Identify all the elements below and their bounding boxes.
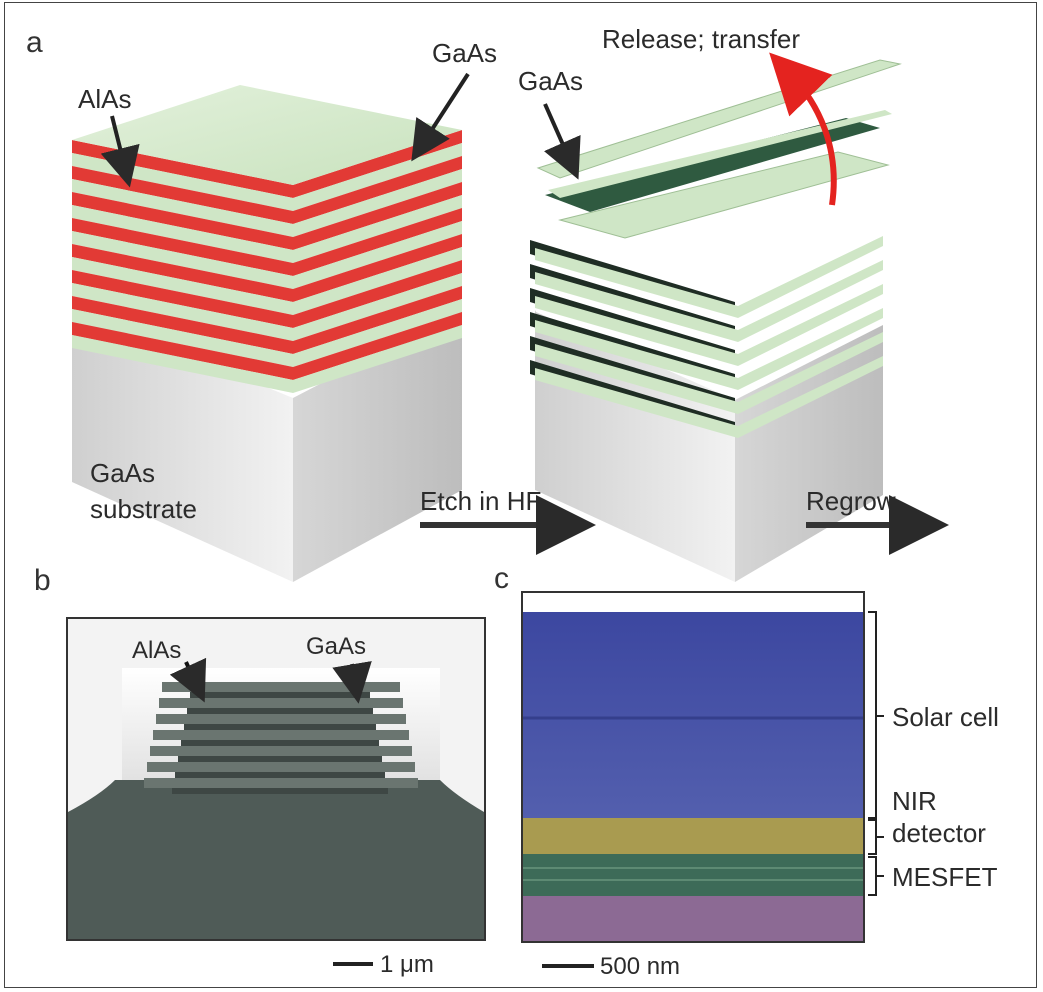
panel-b-letter: b bbox=[34, 564, 51, 597]
left-layer-side bbox=[293, 195, 462, 263]
right-sheet bbox=[535, 356, 883, 438]
left-layer-front bbox=[72, 283, 293, 341]
left-layer-front bbox=[72, 296, 293, 354]
left-layer-side bbox=[293, 273, 462, 341]
label-etch: Etch in HF bbox=[420, 486, 541, 516]
bracket-solar bbox=[868, 611, 884, 819]
sem-gaas-layer bbox=[156, 714, 406, 724]
panel-c-letter: c bbox=[494, 562, 509, 595]
lifted-sheet-2 bbox=[548, 110, 892, 198]
left-layer-side bbox=[293, 299, 462, 367]
right-sheet bbox=[535, 260, 883, 342]
left-layer-side bbox=[293, 156, 462, 224]
sem-base bbox=[68, 780, 484, 939]
label-regrow: Regrow bbox=[806, 486, 896, 516]
sem-alas-layer bbox=[184, 724, 376, 730]
label-substrate-2: substrate bbox=[90, 494, 197, 524]
left-layer-front bbox=[72, 322, 293, 380]
left-layer-side bbox=[293, 182, 462, 250]
lifted-sheet-3 bbox=[558, 151, 890, 239]
label-nir-2: detector bbox=[892, 818, 986, 848]
bracket-nir bbox=[868, 819, 884, 855]
layer-solar bbox=[523, 612, 863, 818]
left-layer-side bbox=[293, 234, 462, 302]
label-gaas-left: GaAs bbox=[432, 38, 497, 68]
sem-alas-layer bbox=[172, 788, 388, 794]
arrow-alas-b bbox=[169, 657, 207, 703]
arrow-alas-left bbox=[100, 115, 140, 188]
left-layer-front bbox=[72, 231, 293, 289]
label-mesfet: MESFET bbox=[892, 862, 998, 892]
arrow-gaas-right bbox=[543, 103, 581, 180]
left-layer-front bbox=[72, 218, 293, 276]
left-layer-side bbox=[293, 169, 462, 237]
left-layer-side bbox=[293, 208, 462, 276]
release-arrow bbox=[769, 52, 837, 206]
label-release: Release; transfer bbox=[602, 24, 800, 54]
right-substrate-side bbox=[735, 325, 883, 582]
left-layer-side bbox=[293, 312, 462, 380]
sem-gaas-layer bbox=[159, 698, 403, 708]
left-layer-side bbox=[293, 221, 462, 289]
sem-gaas-layer bbox=[150, 746, 412, 756]
sem-alas-layer bbox=[175, 772, 385, 778]
left-layer-side bbox=[293, 286, 462, 354]
left-layer-front bbox=[72, 244, 293, 302]
bracket-mesfet bbox=[868, 856, 884, 896]
left-top-gaas bbox=[72, 85, 462, 185]
right-sheet bbox=[535, 284, 883, 366]
label-alas-left: AlAs bbox=[78, 84, 131, 114]
label-substrate-1: GaAs bbox=[90, 458, 155, 488]
scale-label-b: 1 μm bbox=[380, 951, 434, 978]
right-sheet bbox=[535, 308, 883, 390]
label-gaas-b: GaAs bbox=[306, 633, 366, 660]
left-layer-side bbox=[293, 325, 462, 393]
panel-a-letter: a bbox=[26, 26, 43, 59]
label-solar: Solar cell bbox=[892, 702, 999, 732]
left-layer-front bbox=[72, 179, 293, 237]
sem-alas-layer bbox=[190, 692, 370, 698]
sem-image bbox=[66, 617, 486, 941]
left-layer-front bbox=[72, 205, 293, 263]
left-layer-front bbox=[72, 257, 293, 315]
sem-alas-layer bbox=[181, 740, 379, 746]
left-layer-side bbox=[293, 260, 462, 328]
right-layer-stack bbox=[530, 236, 883, 438]
tem-image bbox=[521, 591, 865, 943]
label-gaas-right: GaAs bbox=[518, 66, 583, 96]
scale-label-c: 500 nm bbox=[600, 953, 680, 980]
label-alas-b: AlAs bbox=[132, 637, 181, 664]
left-layer-front bbox=[72, 335, 293, 393]
left-layer-front bbox=[72, 270, 293, 328]
sem-gaas-layer bbox=[144, 778, 418, 788]
layer-base bbox=[523, 896, 863, 941]
left-layer-side bbox=[293, 247, 462, 315]
left-substrate-front bbox=[72, 305, 293, 582]
layer-mesfet bbox=[523, 854, 863, 896]
sem-gaas-layer bbox=[147, 762, 415, 772]
sem-alas-layer bbox=[178, 756, 382, 762]
right-sheet bbox=[535, 332, 883, 414]
left-layer-front bbox=[72, 309, 293, 367]
arrow-gaas-left bbox=[411, 72, 470, 162]
layer-nir bbox=[523, 818, 863, 854]
left-layer-front bbox=[72, 192, 293, 250]
sem-gaas-layer bbox=[153, 730, 409, 740]
label-nir-1: NIR bbox=[892, 786, 937, 816]
lifted-sheet-dark bbox=[545, 118, 880, 212]
sem-alas-layer bbox=[187, 708, 373, 714]
right-stack bbox=[530, 59, 902, 582]
right-sheet bbox=[535, 236, 883, 318]
sem-layer-stack bbox=[144, 682, 418, 794]
figure-frame bbox=[4, 2, 1037, 988]
arrow-gaas-b bbox=[332, 661, 372, 704]
